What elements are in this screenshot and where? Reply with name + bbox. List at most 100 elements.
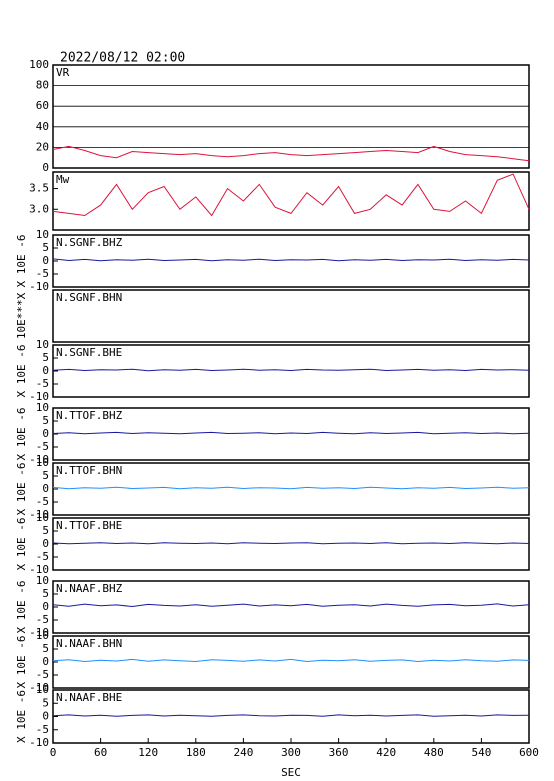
panel-label: N.SGNF.BHZ [56, 236, 123, 249]
chart-title: 2022/08/12 02:00 [60, 51, 185, 66]
x-tick-label: 420 [376, 746, 396, 759]
y-tick-label: -5 [36, 495, 49, 508]
y-tick-label: -10 [29, 681, 49, 694]
y-tick-label: 10 [36, 511, 49, 524]
y-tick-label: 0 [42, 364, 49, 377]
y-tick-label: 5 [42, 696, 49, 709]
panel-label: N.SGNF.BHN [56, 291, 122, 304]
y-axis-label: X 10E -6 [15, 636, 28, 689]
y-tick-label: -10 [29, 736, 49, 749]
data-line [52, 431, 530, 435]
y-tick-label: -10 [29, 453, 49, 466]
data-line [52, 173, 530, 217]
y-tick-label: -5 [36, 440, 49, 453]
y-tick-label: 5 [42, 524, 49, 537]
y-axis-label: X 10E -6 [15, 463, 28, 516]
y-tick-label: -10 [29, 390, 49, 403]
data-line [52, 368, 530, 372]
y-tick-label: 0 [42, 482, 49, 495]
y-tick-label: 5 [42, 469, 49, 482]
y-tick-label: 0 [42, 254, 49, 267]
y-axis-label: X 10E -6 [15, 345, 28, 398]
y-tick-label: 3.5 [29, 182, 49, 195]
y-tick-label: 5 [42, 587, 49, 600]
data-line [52, 603, 530, 608]
y-tick-label: 5 [42, 642, 49, 655]
x-tick-label: 60 [94, 746, 107, 759]
x-axis-label: SEC [281, 766, 301, 779]
data-line [52, 542, 530, 545]
y-axis-label: X 10E -6 [15, 581, 28, 634]
x-tick-label: 180 [186, 746, 206, 759]
y-tick-label: 0 [42, 600, 49, 613]
y-tick-label: 40 [36, 120, 49, 133]
y-tick-label: -5 [36, 668, 49, 681]
panel-label: VR [56, 66, 70, 79]
y-tick-label: -10 [29, 280, 49, 293]
data-line [52, 658, 530, 663]
x-tick-label: 300 [281, 746, 301, 759]
data-line [52, 714, 530, 717]
y-tick-label: -5 [36, 550, 49, 563]
x-tick-label: 0 [50, 746, 57, 759]
y-tick-label: 5 [42, 241, 49, 254]
panel-frame [52, 407, 530, 461]
panel-label: N.NAAF.BHZ [56, 582, 123, 595]
data-line [52, 486, 530, 490]
y-tick-label: -5 [36, 613, 49, 626]
panel-label: N.SGNF.BHE [56, 346, 122, 359]
y-axis-label: X 10E -6 [15, 408, 28, 461]
y-tick-label: 10 [36, 338, 49, 351]
x-tick-label: 360 [329, 746, 349, 759]
y-tick-label: 5 [42, 351, 49, 364]
y-tick-label: 10 [36, 683, 49, 696]
y-axis-label: X 10E -6 [15, 518, 28, 571]
x-tick-label: 540 [471, 746, 491, 759]
panel-frame [52, 234, 530, 288]
y-tick-label: 0 [42, 655, 49, 668]
panel-frame [52, 517, 530, 571]
y-tick-label: 5 [42, 414, 49, 427]
y-tick-label: 0 [42, 427, 49, 440]
panel-label: N.TTOF.BHN [56, 464, 122, 477]
y-tick-label: 10 [36, 228, 49, 241]
y-tick-label: 20 [36, 140, 49, 153]
x-tick-label: 240 [233, 746, 253, 759]
panel-frame [52, 171, 530, 231]
y-axis-label: X 10E -6 [15, 690, 28, 743]
panel-frame [52, 289, 530, 343]
panel-label: N.NAAF.BHE [56, 691, 122, 704]
y-tick-label: -10 [29, 563, 49, 576]
panel-frame [52, 580, 530, 634]
panel-frame [52, 635, 530, 689]
panel-label: Mw [56, 173, 70, 186]
y-tick-label: 3.0 [29, 202, 49, 215]
y-tick-label: 60 [36, 99, 49, 112]
panel-frame [52, 689, 530, 744]
y-tick-label: -5 [36, 377, 49, 390]
panel-label: N.TTOF.BHE [56, 519, 122, 532]
panel-label: N.NAAF.BHN [56, 637, 122, 650]
y-tick-label: -5 [36, 267, 49, 280]
panel-label: N.TTOF.BHZ [56, 409, 123, 422]
y-axis-label: X 10E -6 [15, 235, 28, 288]
y-tick-label: -10 [29, 626, 49, 639]
y-tick-label: 80 [36, 79, 49, 92]
y-tick-label: 0 [42, 537, 49, 550]
y-tick-label: 10 [36, 456, 49, 469]
x-tick-label: 480 [424, 746, 444, 759]
y-tick-label: 10 [36, 401, 49, 414]
data-line [52, 145, 530, 162]
y-tick-label: 100 [29, 58, 49, 71]
y-tick-label: -10 [29, 508, 49, 521]
x-tick-label: 120 [138, 746, 158, 759]
y-tick-label: -5 [36, 723, 49, 736]
y-tick-label: 0 [42, 161, 49, 174]
data-line [52, 258, 530, 262]
y-tick-label: 0 [42, 710, 49, 723]
y-tick-label: 10 [36, 629, 49, 642]
x-tick-label: 600 [519, 746, 539, 759]
y-axis-label: 10E***X [15, 292, 28, 339]
y-tick-label: 10 [36, 574, 49, 587]
